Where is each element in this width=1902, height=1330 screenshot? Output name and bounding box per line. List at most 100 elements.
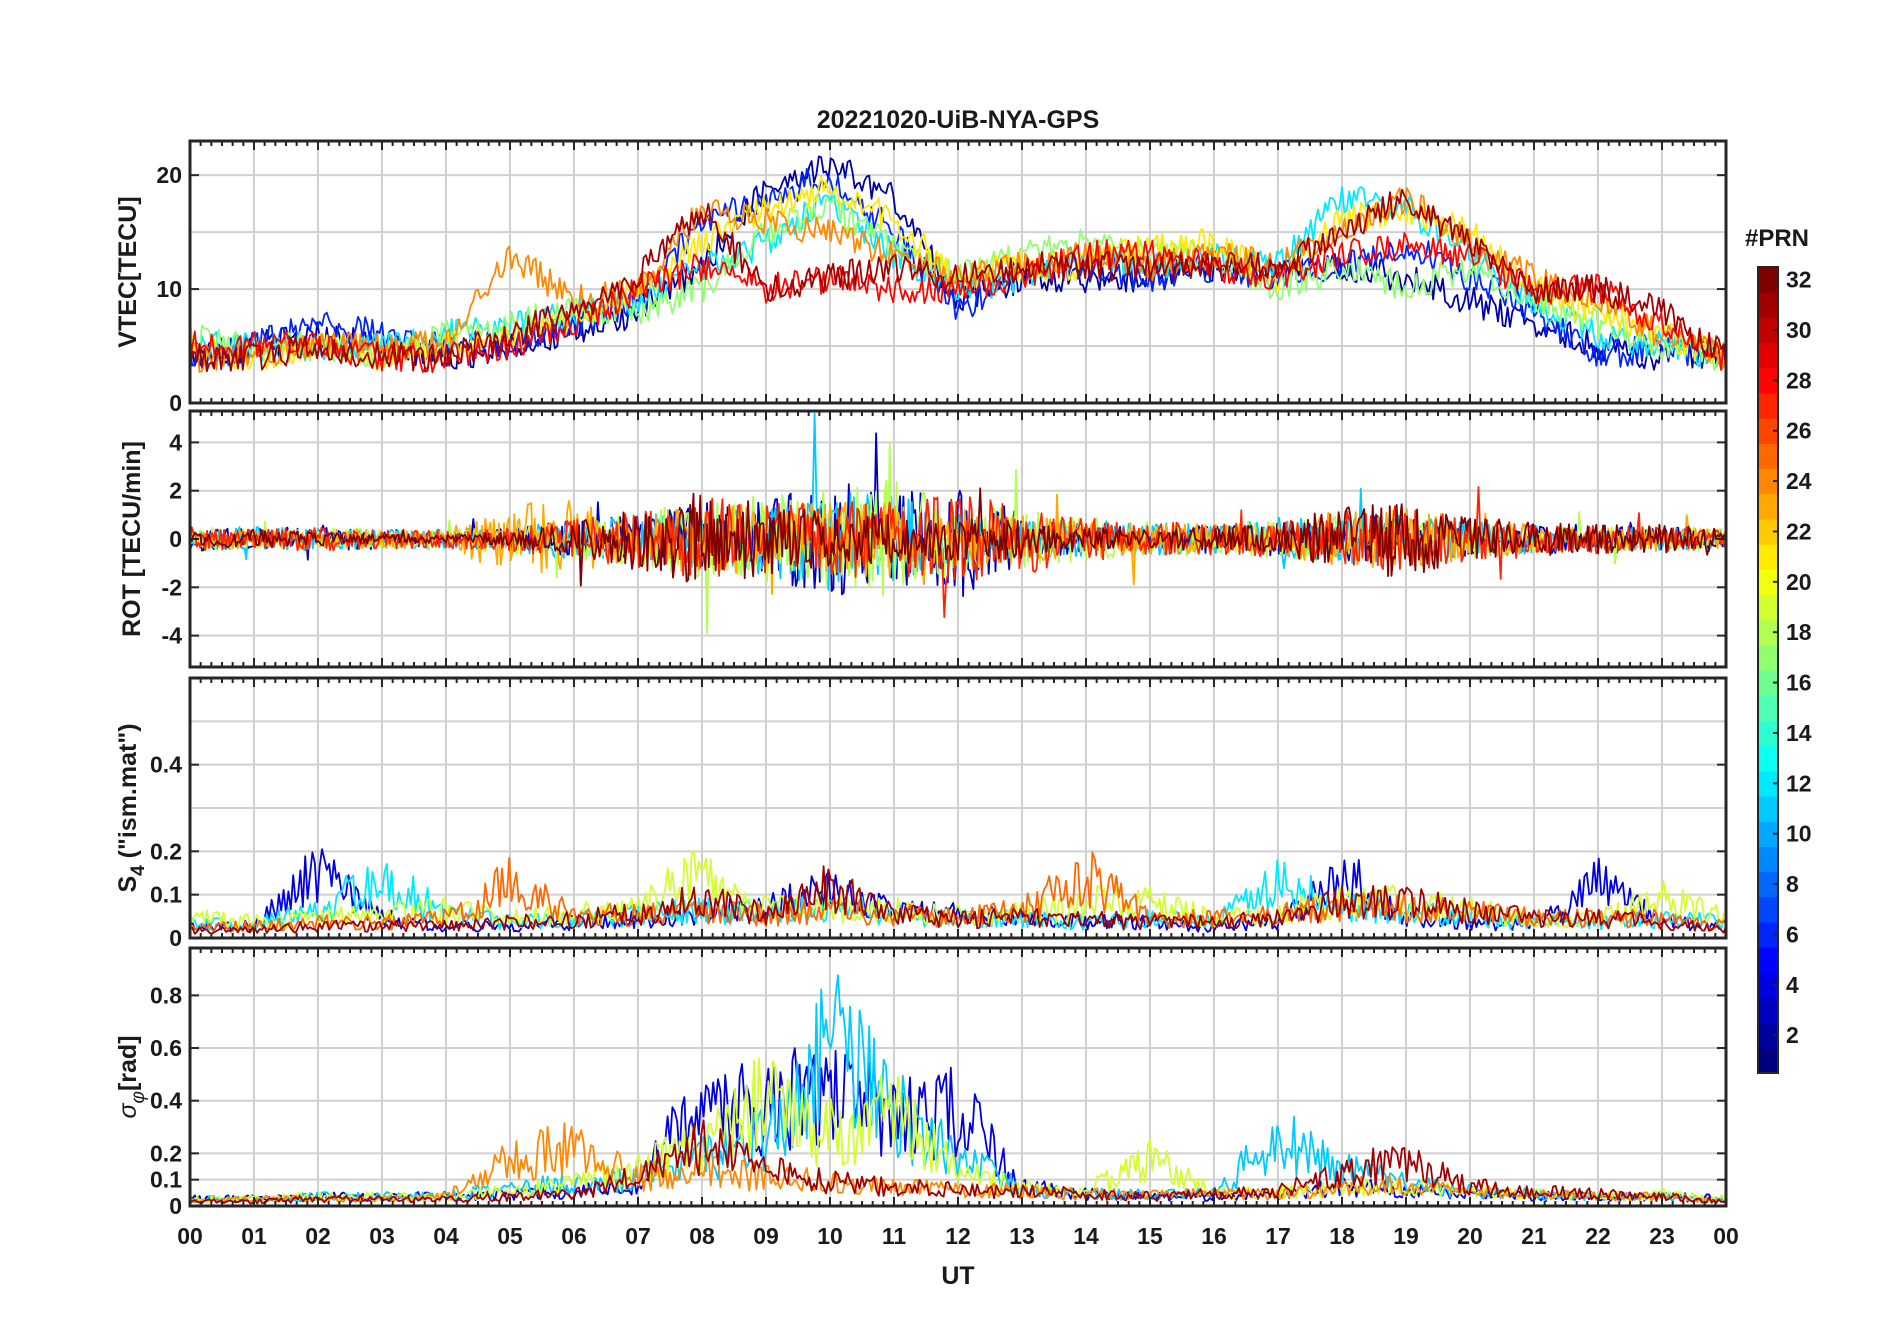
- x-tick-label: 16: [1201, 1223, 1227, 1249]
- colorbar-tick-label: 16: [1786, 670, 1812, 696]
- colorbar-tick-label: 8: [1786, 871, 1799, 897]
- colorbar-segment: [1758, 367, 1778, 394]
- grid: [190, 678, 1726, 938]
- y-tick-label: 0.4: [150, 1088, 182, 1114]
- colorbar-tick-label: 28: [1786, 367, 1812, 393]
- x-tick-marks: [189, 411, 1727, 667]
- colorbar-frame: [1757, 266, 1779, 1074]
- colorbar-segment: [1758, 544, 1778, 570]
- series-group: [190, 155, 1726, 374]
- colorbar-segment: [1758, 418, 1778, 444]
- colorbar-segment: [1758, 317, 1778, 344]
- colorbar-tick-label: 32: [1786, 267, 1812, 293]
- x-tick-label: 05: [497, 1223, 523, 1249]
- s4-ylabel-rest: ("ism.mat"): [114, 723, 142, 865]
- x-tick-marks: [189, 678, 1727, 938]
- colorbar-gradient: [1757, 266, 1779, 1074]
- panel-rot: ROT [TECU/min] -4 -2 0 2 4: [118, 409, 1728, 669]
- x-tick-label: 22: [1585, 1223, 1611, 1249]
- x-tick-label: 14: [1073, 1223, 1099, 1249]
- series-group: [190, 974, 1726, 1205]
- x-tick-label: 02: [305, 1223, 331, 1249]
- sigma-plot-area: 00.10.2 0.4 0.6 0.8: [150, 946, 1728, 1219]
- s4-ylabel-main: S: [114, 876, 142, 893]
- y-tick-label: 0: [169, 390, 182, 416]
- y-tick-label: 0.4: [150, 752, 182, 778]
- x-tick-label: 04: [433, 1223, 459, 1249]
- x-tick-labels: 00 01 02 03 04 05 06 07 08 09 10 11 12 13 14 15 16 17 18 19…: [177, 1223, 1739, 1249]
- x-tick-label: 01: [241, 1223, 267, 1249]
- colorbar-tick-label: 2: [1786, 1022, 1799, 1048]
- colorbar-tick-label: 30: [1786, 317, 1812, 343]
- colorbar-segment: [1758, 846, 1778, 873]
- y-tick-label: 0: [169, 925, 182, 951]
- panel-s4: S4 ("ism.mat") 0 0.1 0.2 0.4: [114, 676, 1728, 951]
- colorbar-segment: [1758, 292, 1778, 318]
- colorbar-title: #PRN: [1745, 225, 1809, 252]
- y-ticks: 0 0.1 0.2 0.4: [150, 752, 1726, 951]
- series-line-prn-24: [190, 187, 1726, 374]
- series-line-prn-25: [190, 851, 1726, 933]
- x-tick-label: 09: [753, 1223, 779, 1249]
- colorbar-segment: [1758, 821, 1778, 847]
- colorbar-segment: [1758, 392, 1778, 419]
- s4-ylabel-sub: 4: [128, 865, 149, 876]
- colorbar-segment: [1758, 670, 1778, 696]
- colorbar-segment: [1758, 493, 1778, 520]
- y-ticks: 0 10 20: [156, 162, 1726, 416]
- s4-ylabel: S4 ("ism.mat"): [114, 723, 149, 892]
- y-tick-label: 0.6: [150, 1035, 182, 1061]
- sigma-ylabel-main: σ: [114, 1103, 142, 1119]
- series-line-prn-31: [190, 865, 1726, 935]
- x-tick-label: 18: [1329, 1223, 1355, 1249]
- y-tick-label: 0: [169, 1193, 182, 1219]
- figure-title: 20221020-UiB-NYA-GPS: [817, 106, 1100, 134]
- x-tick-label: 15: [1137, 1223, 1163, 1249]
- x-tick-label: 12: [945, 1223, 971, 1249]
- x-axis-label: UT: [941, 1262, 974, 1290]
- colorbar-segment: [1758, 267, 1778, 293]
- grid: [190, 948, 1726, 1206]
- colorbar-segment: [1758, 720, 1778, 747]
- y-tick-label: 0.2: [150, 1140, 182, 1166]
- colorbar-segment: [1758, 921, 1778, 948]
- colorbar-segment: [1758, 569, 1778, 596]
- x-tick-label: 06: [561, 1223, 587, 1249]
- colorbar-tick-label: 24: [1786, 468, 1812, 494]
- series-group: [190, 848, 1726, 935]
- y-tick-label: 20: [156, 162, 182, 188]
- x-tick-label: 20: [1457, 1223, 1483, 1249]
- sigma-ylabel-sub: φ: [128, 1091, 149, 1103]
- sigma-ylabel-rest: [rad]: [114, 1035, 142, 1091]
- colorbar-tick-label: 14: [1786, 720, 1812, 746]
- y-ticks: 00.10.2 0.4 0.6 0.8: [150, 982, 1726, 1219]
- y-tick-label: 0.8: [150, 982, 182, 1008]
- colorbar-tick-label: 10: [1786, 821, 1812, 847]
- x-tick-label: 19: [1393, 1223, 1419, 1249]
- colorbar-segment: [1758, 695, 1778, 721]
- y-tick-label: 0: [169, 526, 182, 552]
- rot-ylabel: ROT [TECU/min]: [118, 441, 146, 637]
- y-tick-label: 10: [156, 276, 182, 302]
- colorbar-segment: [1758, 896, 1778, 923]
- colorbar-segment: [1758, 619, 1778, 646]
- series-line-prn-27: [190, 486, 1726, 619]
- x-tick-label: 07: [625, 1223, 651, 1249]
- colorbar-tick-label: 26: [1786, 418, 1812, 444]
- y-tick-label: -2: [162, 574, 182, 600]
- x-tick-label: 21: [1521, 1223, 1547, 1249]
- colorbar-tick-label: 6: [1786, 921, 1799, 947]
- colorbar-tick-label: 18: [1786, 619, 1812, 645]
- y-tick-label: 0.1: [150, 1167, 182, 1193]
- series-line-prn-32: [190, 487, 1726, 587]
- x-tick-marks: [189, 948, 1727, 1206]
- x-tick-label: 23: [1649, 1223, 1675, 1249]
- colorbar-segment: [1758, 770, 1778, 797]
- x-tick-label: 13: [1009, 1223, 1035, 1249]
- colorbar-segment: [1758, 947, 1778, 973]
- series-line-prn-31: [190, 188, 1726, 373]
- panel-sigma-phi: σφ[rad] 00.10.2 0.4 0.6 0.8: [114, 946, 1728, 1219]
- colorbar-tick-label: 12: [1786, 770, 1812, 796]
